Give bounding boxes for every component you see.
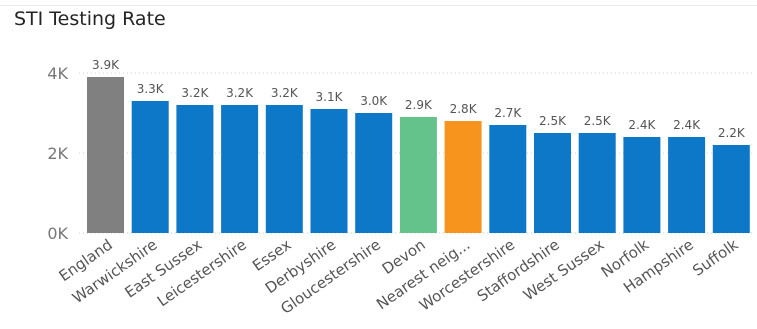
data-label: 3.3K — [137, 82, 165, 96]
bar[interactable] — [534, 133, 571, 233]
bar[interactable] — [355, 113, 393, 233]
y-tick-label: 4K — [47, 64, 68, 83]
bar[interactable] — [712, 145, 750, 233]
bars — [87, 77, 750, 233]
data-label: 2.4K — [628, 118, 656, 132]
data-label: 2.9K — [405, 98, 433, 112]
data-label: 2.4K — [673, 118, 701, 132]
data-label: 3.1K — [316, 90, 344, 104]
data-label: 2.5K — [584, 114, 612, 128]
data-label: 3.2K — [226, 86, 254, 100]
bar[interactable] — [87, 77, 124, 233]
bar[interactable] — [176, 105, 214, 233]
bar[interactable] — [131, 101, 169, 233]
bar[interactable] — [221, 105, 259, 233]
y-tick-label: 0K — [47, 224, 68, 243]
bar[interactable] — [265, 105, 303, 233]
bar[interactable] — [623, 137, 661, 233]
bar[interactable] — [399, 117, 437, 233]
bar[interactable] — [668, 137, 706, 233]
bar[interactable] — [310, 109, 348, 233]
category-label: Suffolk — [689, 235, 742, 279]
data-label: 3.0K — [360, 94, 388, 108]
data-label: 2.2K — [718, 126, 746, 140]
header-divider — [0, 5, 757, 6]
data-label: 2.7K — [494, 106, 522, 120]
data-labels: 3.9K 3.3K 3.2K 3.2K 3.2K 3.1K 3.0K 2.9K 2.8K 2.7K… — [92, 58, 746, 140]
data-label: 3.2K — [181, 86, 209, 100]
data-label: 2.5K — [539, 114, 567, 128]
data-label: 2.8K — [450, 102, 478, 116]
bar[interactable] — [489, 125, 527, 233]
data-label: 3.9K — [92, 58, 120, 72]
bar[interactable] — [578, 133, 616, 233]
y-tick-label: 2K — [47, 144, 68, 163]
bar[interactable] — [444, 121, 482, 233]
y-axis-ticks: 0K 2K 4K — [47, 64, 68, 243]
chart-title: STI Testing Rate — [14, 8, 166, 30]
data-label: 3.2K — [271, 86, 299, 100]
